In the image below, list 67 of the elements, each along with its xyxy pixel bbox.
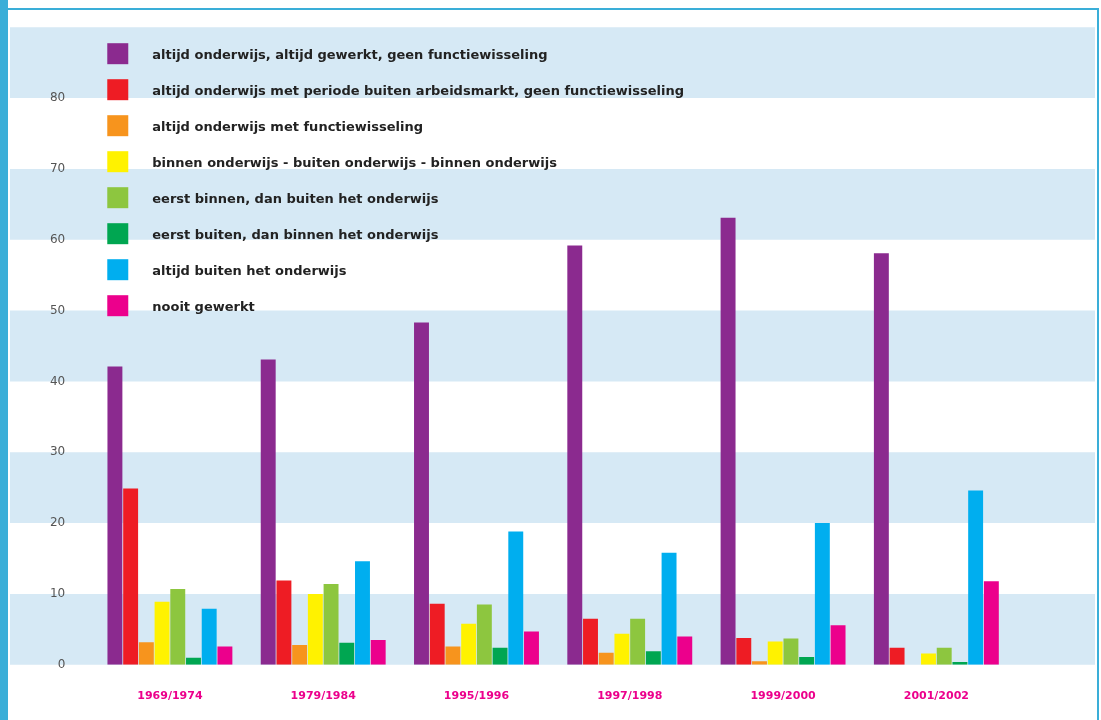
bar (783, 638, 799, 665)
bar (873, 253, 889, 665)
y-tick-label: 50 (49, 302, 66, 317)
bar (630, 618, 646, 665)
y-tick-label: 0 (57, 656, 66, 671)
bar (661, 552, 677, 665)
bar (154, 601, 170, 665)
bar (767, 641, 783, 665)
bar (508, 531, 524, 665)
legend-label: eerst binnen, dan buiten het onderwijs (152, 190, 439, 206)
bar (799, 657, 815, 665)
legend-label: altijd buiten het onderwijs (152, 262, 347, 278)
bar (736, 637, 752, 665)
bar (921, 653, 936, 665)
legend-label: nooit gewerkt (152, 298, 255, 314)
x-tick-label: 1979/1984 (290, 689, 357, 703)
bar (583, 618, 598, 665)
bar (889, 647, 905, 665)
bar (461, 623, 477, 665)
bar (936, 647, 952, 665)
bar (414, 322, 429, 665)
bar (677, 636, 693, 665)
y-tick-label: 60 (49, 231, 66, 246)
legend-label: eerst buiten, dan binnen het onderwijs (152, 226, 439, 242)
bar (276, 580, 292, 665)
legend-label: binnen onderwijs - buiten onderwijs - binnen onderwijs (152, 154, 558, 170)
bar (614, 633, 630, 665)
bar (339, 642, 355, 665)
bar (968, 490, 984, 665)
legend-label: altijd onderwijs, altijd gewerkt, geen functiewisseling (152, 46, 548, 62)
bar (720, 217, 736, 665)
bar (260, 359, 276, 665)
x-tick-label: 1999/2000 (750, 689, 817, 703)
bar (445, 646, 461, 665)
bar (170, 589, 186, 665)
y-tick-label: 20 (49, 515, 66, 530)
y-tick-label: 30 (49, 444, 66, 459)
bar (292, 644, 308, 665)
bar (201, 608, 217, 665)
y-tick-label: 80 (49, 90, 66, 105)
bar (307, 593, 323, 665)
y-tick-label: 70 (49, 161, 66, 176)
bar (429, 603, 445, 665)
bar (983, 581, 999, 665)
bar (370, 640, 386, 665)
bar (492, 647, 508, 665)
bar (323, 584, 339, 665)
y-tick-label: 10 (49, 586, 66, 601)
x-tick-label: 1995/1996 (443, 689, 510, 703)
bar (814, 523, 830, 665)
x-tick-label: 2001/2002 (903, 689, 969, 703)
x-tick-label: 1969/1974 (137, 689, 203, 703)
bar (645, 651, 661, 665)
bar (355, 561, 370, 665)
bar (598, 652, 614, 665)
bar (138, 642, 154, 665)
bar (123, 488, 139, 665)
bar (107, 366, 123, 665)
bar (524, 631, 539, 665)
x-tick-label: 1997/1998 (597, 689, 663, 703)
bar (476, 604, 492, 665)
bar (217, 646, 233, 665)
y-tick-label: 40 (49, 373, 66, 388)
bar (830, 625, 846, 665)
bar (567, 245, 583, 665)
legend-label: altijd onderwijs met functiewisseling (152, 118, 424, 134)
legend-label: altijd onderwijs met periode buiten arbeidsmarkt, geen functiewisseling (152, 82, 685, 98)
